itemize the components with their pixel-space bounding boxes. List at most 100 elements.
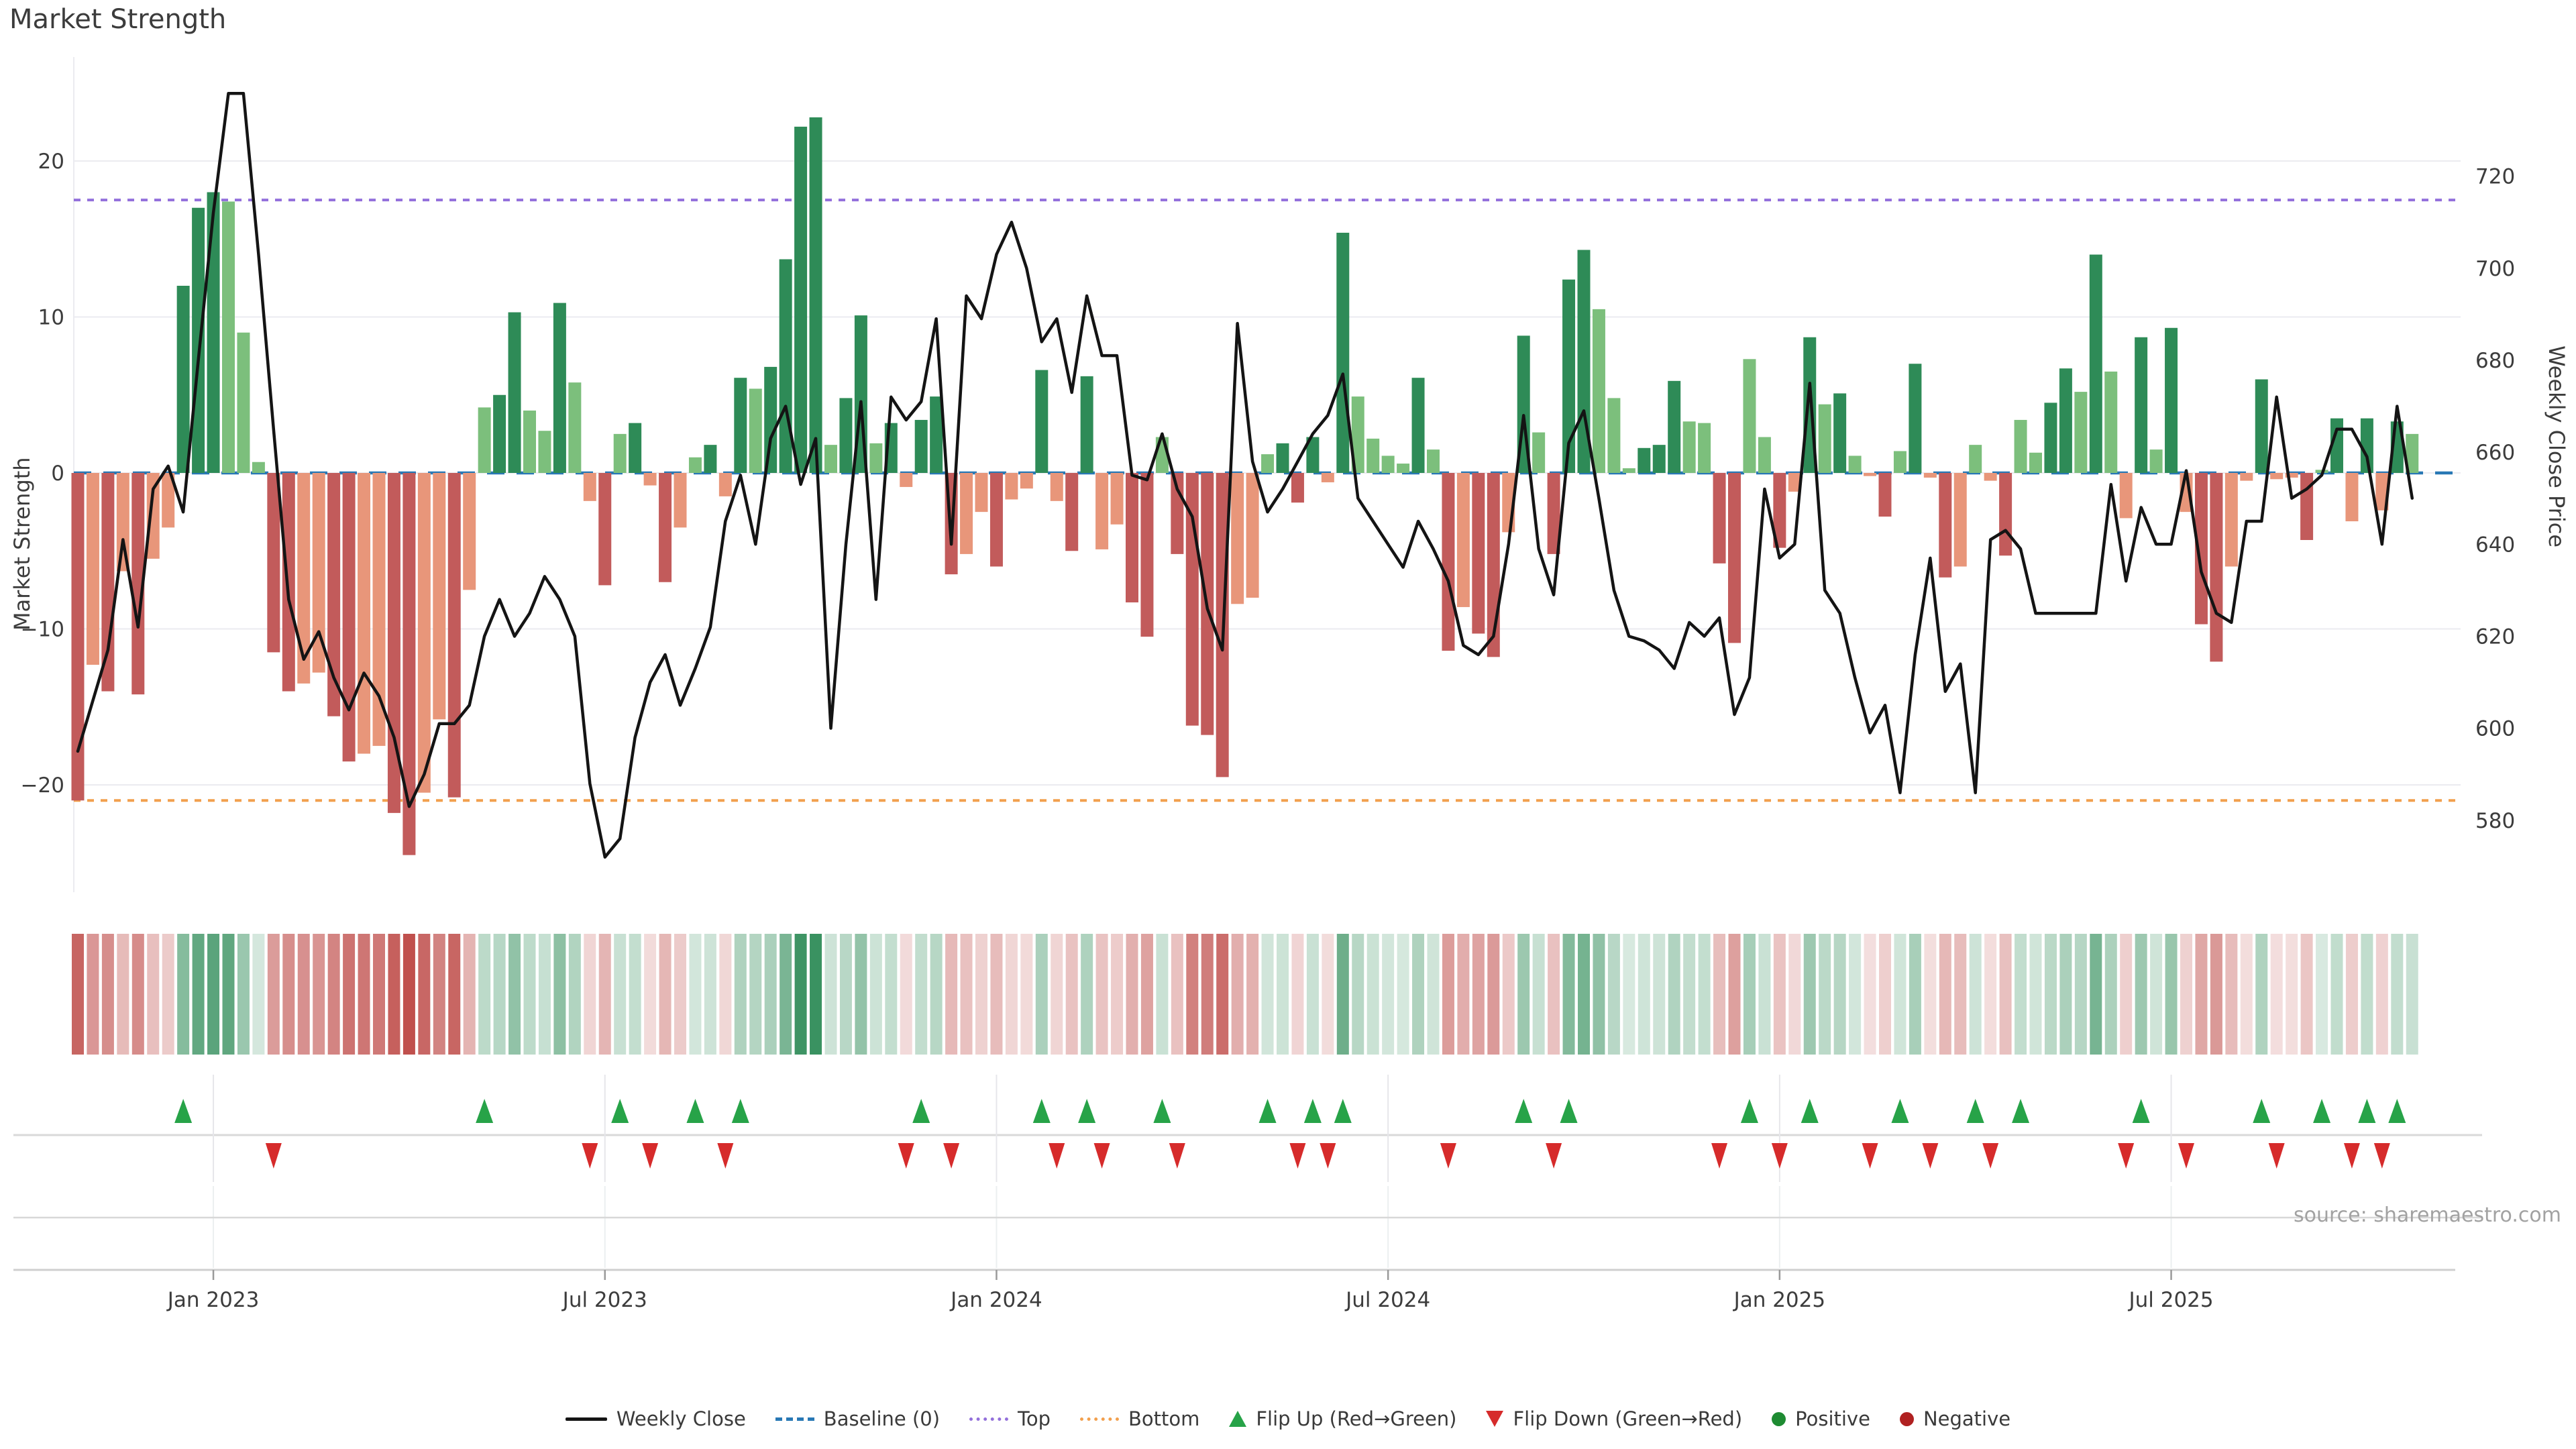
positive-strength-bar xyxy=(568,382,582,473)
positive-strength-bar xyxy=(493,394,506,473)
negative-strength-bar xyxy=(1140,473,1154,637)
heatmap-cell xyxy=(1201,934,1214,1055)
flip-down-marker xyxy=(2343,1143,2360,1169)
legend-item: Baseline (0) xyxy=(775,1407,940,1430)
negative-strength-bar xyxy=(1005,473,1018,500)
heatmap-cell xyxy=(1020,934,1033,1055)
flip-down-marker xyxy=(582,1143,598,1169)
negative-strength-bar xyxy=(2240,473,2253,481)
flip-down-marker xyxy=(1711,1143,1728,1169)
positive-strength-bar xyxy=(2014,419,2027,473)
heatmap-cell xyxy=(2300,934,2313,1055)
legend-item-label: Flip Down (Green→Red) xyxy=(1513,1407,1743,1430)
heatmap-cell xyxy=(2391,934,2404,1055)
triangle-up-icon xyxy=(1229,1411,1247,1427)
flip-up-marker xyxy=(731,1099,749,1123)
heatmap-cell xyxy=(764,934,777,1055)
negative-strength-bar xyxy=(116,473,129,572)
heatmap-cell xyxy=(72,934,84,1055)
positive-strength-bar xyxy=(1381,455,1395,473)
negative-strength-bar xyxy=(1878,473,1892,517)
right-axis-tick: 700 xyxy=(2475,257,2515,281)
heatmap-cell xyxy=(117,934,129,1055)
flip-down-marker xyxy=(1922,1143,1939,1169)
heatmap-cell xyxy=(975,934,987,1055)
heatmap-cell xyxy=(237,934,250,1055)
positive-strength-bar xyxy=(1893,451,1907,473)
negative-strength-bar xyxy=(417,473,431,793)
heatmap-cell xyxy=(1140,934,1153,1055)
heatmap-cell xyxy=(674,934,686,1055)
legend-item: Top xyxy=(969,1407,1051,1430)
heatmap-cell xyxy=(418,934,431,1055)
positive-strength-bar xyxy=(2059,368,2072,473)
heatmap-cell xyxy=(2044,934,2057,1055)
negative-strength-bar xyxy=(643,473,657,486)
negative-strength-bar xyxy=(433,473,446,720)
positive-strength-bar xyxy=(192,207,205,473)
heatmap-cell xyxy=(584,934,596,1055)
heatmap-cell xyxy=(1803,934,1816,1055)
heatmap-cell xyxy=(373,934,385,1055)
heatmap-cell xyxy=(358,934,370,1055)
negative-strength-bar xyxy=(1773,473,1786,548)
negative-strength-bar xyxy=(2119,473,2133,519)
positive-strength-bar xyxy=(1652,445,1666,473)
positive-strength-bar xyxy=(1607,398,1621,473)
positive-strength-bar xyxy=(839,398,853,473)
negative-strength-bar xyxy=(162,473,175,528)
flip-up-marker xyxy=(2012,1099,2030,1123)
line-icon xyxy=(565,1417,607,1421)
positive-strength-bar xyxy=(930,396,943,473)
right-axis-tick: 580 xyxy=(2475,809,2515,833)
flip-up-marker xyxy=(1515,1099,1533,1123)
positive-strength-bar xyxy=(779,259,792,473)
negative-strength-bar xyxy=(1728,473,1741,643)
negative-strength-bar xyxy=(402,473,416,855)
positive-strength-bar xyxy=(809,117,822,473)
heatmap-cell xyxy=(1894,934,1907,1055)
heatmap-cell xyxy=(297,934,310,1055)
negative-strength-bar xyxy=(86,473,99,665)
left-axis-tick: 10 xyxy=(38,306,64,330)
heatmap-cell xyxy=(508,934,521,1055)
positive-strength-bar xyxy=(794,126,808,474)
positive-strength-bar xyxy=(1397,464,1410,473)
negative-strength-bar xyxy=(372,473,386,746)
positive-strength-bar xyxy=(1818,404,1831,473)
heatmap-cell xyxy=(2180,934,2192,1055)
heatmap-cell xyxy=(1427,934,1440,1055)
negative-strength-bar xyxy=(1231,473,1244,604)
x-axis-tick-label: Jan 2025 xyxy=(1733,1288,1826,1312)
heatmap-cell xyxy=(1593,934,1605,1055)
heatmap-cell xyxy=(1306,934,1319,1055)
negative-strength-bar xyxy=(1291,473,1304,503)
negative-strength-bar xyxy=(71,473,85,801)
negative-strength-bar xyxy=(1246,473,1259,598)
negative-strength-bar xyxy=(1442,473,1455,651)
positive-strength-bar xyxy=(1351,396,1364,473)
page-title: Market Strength xyxy=(9,4,227,35)
negative-strength-bar xyxy=(1095,473,1109,549)
negative-strength-bar xyxy=(447,473,461,798)
heatmap-cell xyxy=(1366,934,1379,1055)
positive-strength-bar xyxy=(1276,443,1289,473)
flip-up-marker xyxy=(1334,1099,1352,1123)
positive-strength-bar xyxy=(2135,337,2148,473)
positive-strength-bar xyxy=(629,423,642,473)
positive-strength-bar xyxy=(2149,449,2163,473)
heatmap-cell xyxy=(1833,934,1846,1055)
heatmap-cell xyxy=(2015,934,2027,1055)
negative-strength-bar xyxy=(1923,473,1937,478)
heatmap-cell xyxy=(87,934,99,1055)
heatmap-cell xyxy=(1683,934,1696,1055)
left-axis-tick: 0 xyxy=(51,462,64,486)
positive-strength-bar xyxy=(613,433,627,473)
flip-up-marker xyxy=(2132,1099,2150,1123)
heatmap-cell xyxy=(313,934,325,1055)
flip-down-marker xyxy=(265,1143,282,1169)
negative-strength-bar xyxy=(1065,473,1079,551)
heatmap-cell xyxy=(1728,934,1741,1055)
positive-strength-bar xyxy=(1592,309,1605,473)
